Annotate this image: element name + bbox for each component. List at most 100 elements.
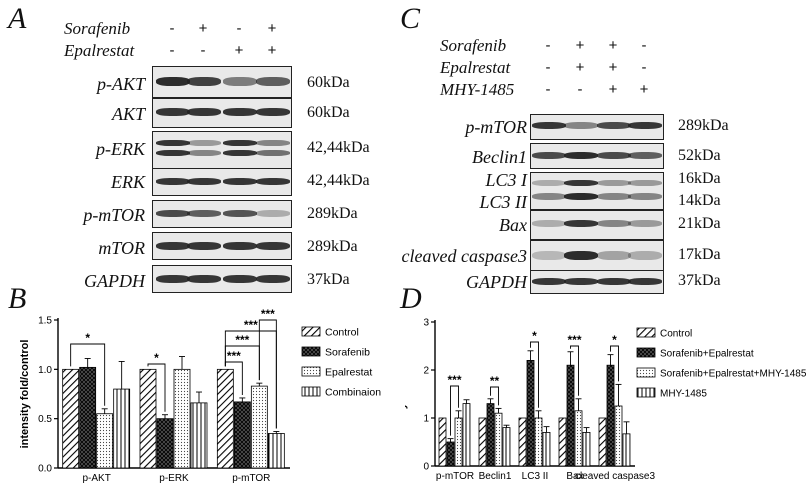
protein-band [156,242,190,250]
bar [156,418,174,469]
bar [614,405,623,467]
legend-label: Sorafenib [325,347,370,359]
protein-band [223,150,257,156]
treatment-sign: + [575,59,585,76]
protein-band [256,178,290,185]
protein-band [156,77,190,86]
protein-band [187,275,221,283]
panel-letter-d: D [400,282,422,315]
blot-label: Beclin1 [472,147,527,167]
x-tick-label: Beclin1 [479,471,512,482]
blot-strip [152,232,292,260]
protein-band [564,278,598,285]
treatment-sign: - [545,59,551,76]
kda-label: 37kDa [307,271,350,288]
legend-swatch [301,326,321,337]
bar [267,433,285,469]
blot-strip [530,172,664,210]
blot-strip [530,270,664,294]
protein-band [597,122,631,129]
protein-band [187,150,221,156]
protein-band [156,150,190,156]
bar [566,364,575,467]
legend-swatch [636,367,656,378]
treatment-sign: + [608,81,618,98]
panel-letter-b: B [8,282,27,315]
bar [139,368,157,469]
kda-label: 52kDa [678,147,721,164]
protein-band [256,108,290,116]
bar [446,441,455,467]
protein-band [564,122,598,129]
bar [250,385,268,469]
bar [96,413,114,469]
significance-star: *** [244,318,258,332]
protein-band [532,220,566,227]
blot-strip [530,143,664,169]
bar [558,417,567,467]
significance-star: *** [447,373,461,387]
protein-band [187,77,221,86]
significance-bracket [610,345,619,382]
significance-bracket [490,386,499,406]
blot-strip [152,200,292,228]
protein-band [223,242,257,250]
treatment-sign: + [608,59,618,76]
treatment-label: Epalrestat [64,41,135,60]
kda-label: 42,44kDa [307,172,370,189]
kda-label: 289kDa [678,117,729,134]
significance-star: *** [235,333,249,347]
protein-band [532,193,566,200]
bar [534,417,543,467]
treatment-sign: + [198,20,208,37]
protein-band [532,278,566,285]
kda-label: 37kDa [678,272,721,289]
blot-strip [152,98,292,128]
treatment-sign: - [236,20,242,37]
significance-bracket [450,385,459,436]
kda-label: 14kDa [678,192,721,209]
significance-bracket [147,363,166,412]
blot-strip [530,210,664,240]
x-tick-label: p-mTOR [232,473,270,484]
protein-band [223,178,257,185]
x-tick-label: p-mTOR [436,471,474,482]
treatment-label: Sorafenib [64,19,131,38]
protein-band [628,193,662,200]
significance-bracket [570,345,579,396]
protein-band [223,108,257,116]
significance-star: *** [227,349,241,363]
treatment-label: Sorafenib [440,36,507,55]
treatment-sign: - [169,42,175,59]
treatment-sign: - [641,37,647,54]
protein-band [256,275,290,283]
blot-strip [152,168,292,196]
blot-label: p-AKT [96,74,145,94]
protein-band [564,180,598,186]
significance-star: * [532,329,537,343]
bar [478,417,487,467]
treatment-sign: - [641,59,647,76]
y-tick-label: 3 [423,318,429,329]
legend-swatch [301,386,321,397]
treatment-sign: + [267,42,277,59]
legend-label: Control [325,327,359,339]
significance-star: *** [261,307,275,321]
treatment-sign: + [234,42,244,59]
blot-label: mTOR [98,238,145,258]
protein-band [628,251,662,260]
bar [518,417,527,467]
blot-strip [152,265,292,293]
treatment-sign: - [169,20,175,37]
y-tick-label: 0.5 [38,414,52,425]
protein-band [532,122,566,129]
y-tick-label: 1 [423,414,429,425]
treatment-sign: - [200,42,206,59]
bar [542,431,551,467]
bar [574,410,583,467]
bar [113,388,131,469]
blot-strip [530,240,664,272]
treatment-label: Epalrestat [440,58,511,77]
protein-band [597,278,631,285]
legend-swatch [636,347,656,358]
